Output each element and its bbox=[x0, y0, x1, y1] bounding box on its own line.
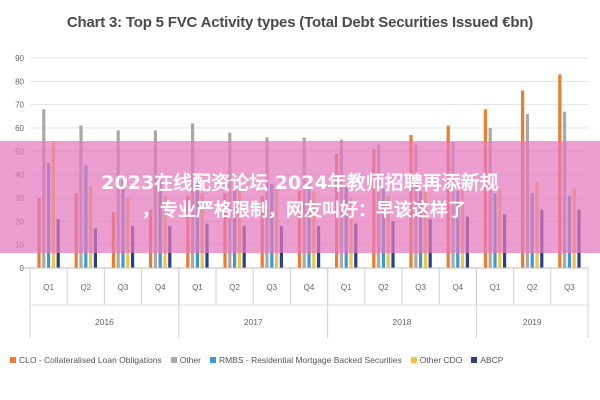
chart-legend: CLO - Collateralised Loan Obligations Oth… bbox=[10, 352, 595, 368]
x-tick-label: Q3 bbox=[415, 283, 426, 292]
legend-label: CLO - Collateralised Loan Obligations bbox=[19, 355, 162, 365]
x-tick-label: Q4 bbox=[452, 283, 463, 292]
year-label: 2019 bbox=[523, 317, 542, 327]
legend-label: Other bbox=[179, 355, 201, 365]
legend-entry: RMBS - Residential Mortgage Backed Secur… bbox=[209, 355, 402, 365]
legend-entry: ABCP bbox=[471, 355, 503, 365]
overlay-banner: 2023在线配资论坛 2024年教师招聘再添新规 ，专业严格限制，网友叫好：早该… bbox=[0, 141, 600, 253]
x-tick-label: Q3 bbox=[564, 283, 575, 292]
legend-swatch bbox=[471, 357, 478, 363]
x-tick-label: Q4 bbox=[155, 283, 166, 292]
legend-entry: Other CDO bbox=[410, 355, 463, 365]
legend-swatch bbox=[410, 357, 417, 363]
year-label: 2017 bbox=[244, 317, 263, 327]
legend-label: ABCP bbox=[480, 355, 504, 365]
legend-swatch bbox=[10, 357, 16, 363]
legend-swatch bbox=[170, 357, 177, 363]
legend-label: RMBS - Residential Mortgage Backed Secur… bbox=[218, 355, 402, 365]
y-tick-label: 80 bbox=[15, 77, 24, 86]
x-tick-label: Q1 bbox=[490, 283, 501, 292]
x-tick-label: Q2 bbox=[229, 283, 240, 292]
x-tick-label: Q3 bbox=[118, 283, 129, 292]
y-tick-label: 70 bbox=[15, 101, 24, 110]
legend-label: Other CDO bbox=[419, 355, 463, 365]
x-tick-label: Q3 bbox=[266, 283, 277, 292]
x-tick-label: Q1 bbox=[341, 283, 352, 292]
year-label: 2016 bbox=[95, 317, 114, 327]
x-tick-label: Q2 bbox=[80, 283, 91, 292]
year-label: 2018 bbox=[393, 317, 412, 327]
x-tick-label: Q2 bbox=[527, 283, 538, 292]
legend-swatch bbox=[209, 357, 216, 363]
y-tick-label: 90 bbox=[15, 54, 24, 63]
x-tick-label: Q2 bbox=[378, 283, 389, 292]
x-tick-label: Q1 bbox=[43, 283, 54, 292]
x-tick-label: Q4 bbox=[304, 283, 315, 292]
x-tick-label: Q1 bbox=[192, 283, 203, 292]
legend-entry: CLO - Collateralised Loan Obligations bbox=[10, 355, 162, 365]
chart-title: Chart 3: Top 5 FVC Activity types (Total… bbox=[66, 14, 534, 31]
overlay-line-2: ，专业严格限制，网友叫好：早该这样了 bbox=[142, 200, 466, 221]
legend-entry: Other bbox=[170, 355, 201, 365]
y-tick-label: 60 bbox=[15, 124, 24, 133]
overlay-line-1: 2023在线配资论坛 2024年教师招聘再添新规 bbox=[101, 172, 499, 194]
